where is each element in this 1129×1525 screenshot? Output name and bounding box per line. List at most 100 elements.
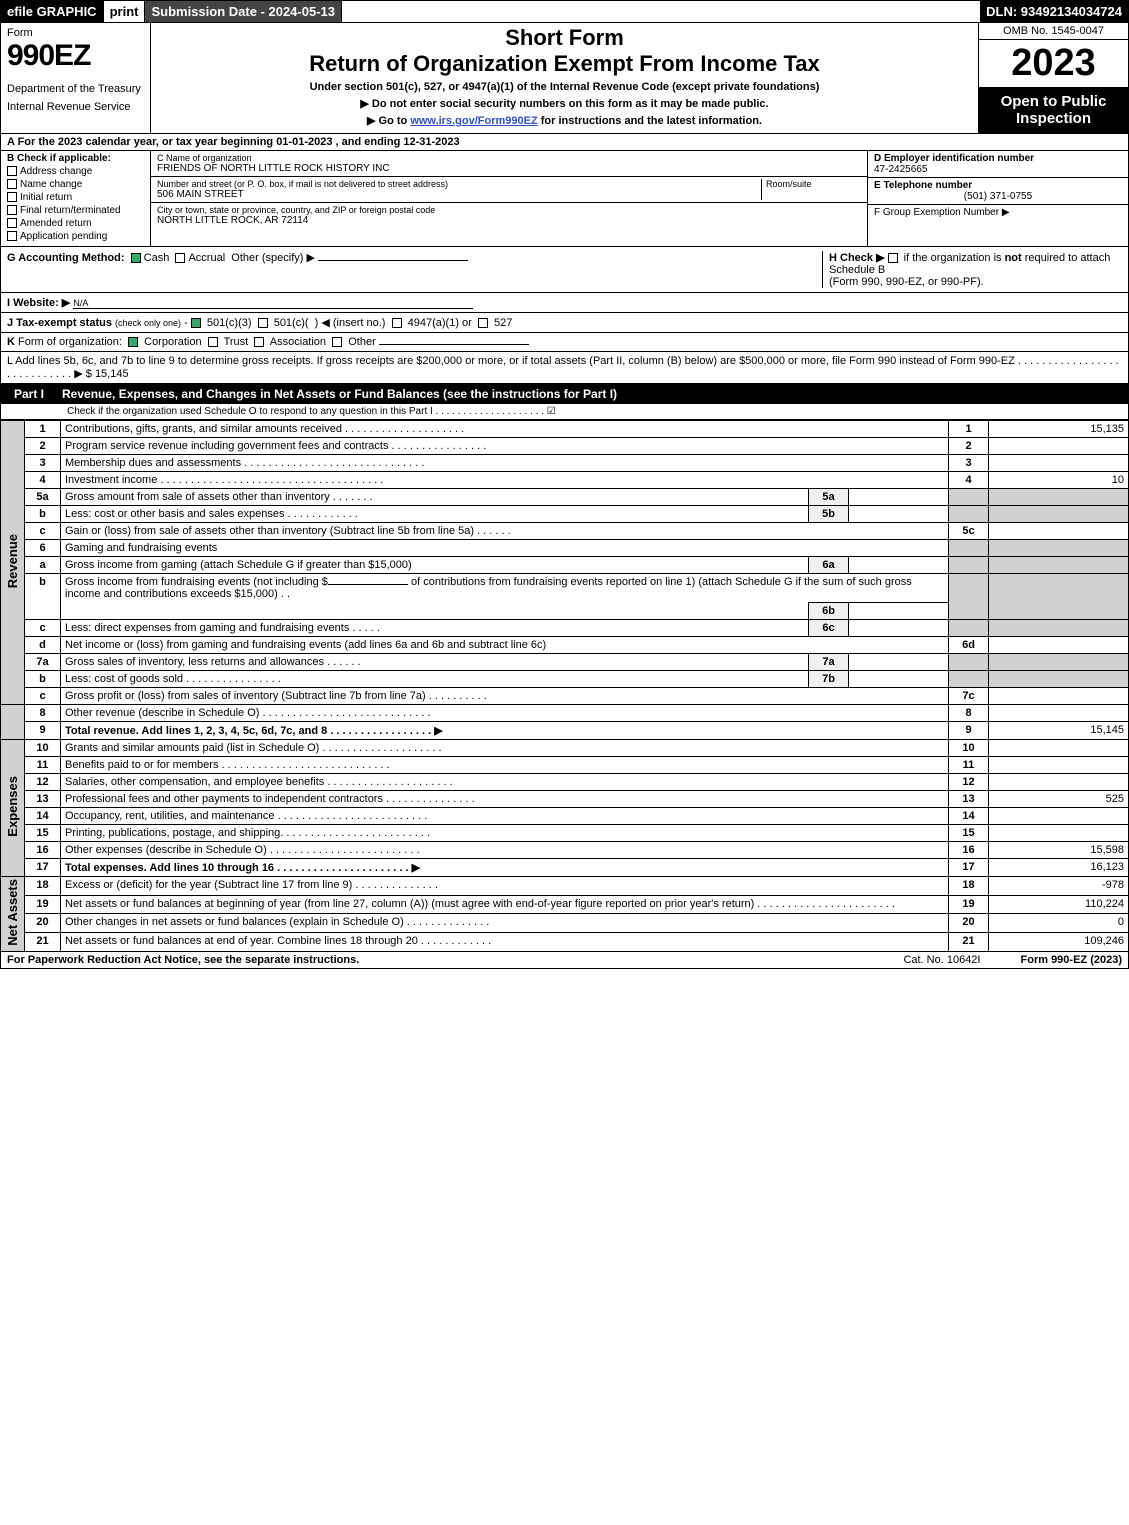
- line-num: 12: [25, 774, 61, 791]
- part-i-header: Part I Revenue, Expenses, and Changes in…: [0, 384, 1129, 404]
- line-val-shade: [989, 620, 1129, 637]
- line-ref: 19: [949, 895, 989, 914]
- schedule-b-not: not: [1005, 252, 1022, 264]
- side-label-netassets: Net Assets: [1, 877, 25, 952]
- line-desc: Gross income from gaming (attach Schedul…: [61, 557, 809, 574]
- checkbox-4947[interactable]: [392, 318, 402, 328]
- line-desc: Investment income . . . . . . . . . . . …: [61, 472, 949, 489]
- paperwork-notice: For Paperwork Reduction Act Notice, see …: [7, 954, 359, 966]
- irs-link[interactable]: www.irs.gov/Form990EZ: [410, 115, 537, 127]
- schedule-b-text1: if the organization is: [904, 252, 1005, 264]
- line-ref: 8: [949, 705, 989, 722]
- checkbox-schedule-b[interactable]: [888, 253, 898, 263]
- checkbox-501c[interactable]: [258, 318, 268, 328]
- checkbox-527[interactable]: [478, 318, 488, 328]
- line-num: 13: [25, 791, 61, 808]
- line-num: c: [25, 523, 61, 540]
- ein-label: D Employer identification number: [874, 153, 1122, 164]
- checkbox-name-change[interactable]: [7, 179, 17, 189]
- line-desc: Gross income from fundraising events (no…: [61, 574, 949, 603]
- line-ref: 2: [949, 438, 989, 455]
- checkbox-501c3[interactable]: [191, 318, 201, 328]
- line-num: b: [25, 506, 61, 523]
- line-val: [989, 523, 1129, 540]
- sub-val: [849, 654, 949, 671]
- line-num: 5a: [25, 489, 61, 506]
- line-desc: Less: cost or other basis and sales expe…: [61, 506, 809, 523]
- checkbox-final-return[interactable]: [7, 205, 17, 215]
- line-val: [989, 740, 1129, 757]
- label-other-specify: Other (specify) ▶: [231, 252, 315, 264]
- line-val: [989, 688, 1129, 705]
- line-val-shade: [989, 671, 1129, 688]
- line-val: [989, 705, 1129, 722]
- header-left: Form 990EZ Department of the Treasury In…: [1, 23, 151, 133]
- line-ref: 11: [949, 757, 989, 774]
- line-num: 14: [25, 808, 61, 825]
- print-button[interactable]: print: [104, 1, 146, 22]
- efile-graphic-button[interactable]: efile GRAPHIC: [1, 1, 104, 22]
- addr-label: Number and street (or P. O. box, if mail…: [157, 179, 761, 189]
- checkbox-application-pending[interactable]: [7, 231, 17, 241]
- line-ref: 1: [949, 421, 989, 438]
- line-num: d: [25, 637, 61, 654]
- section-c: C Name of organization FRIENDS OF NORTH …: [151, 151, 868, 246]
- checkbox-amended-return[interactable]: [7, 218, 17, 228]
- website-label: I Website: ▶: [7, 297, 70, 309]
- part-i-label: Part I: [6, 387, 52, 401]
- checkbox-corporation[interactable]: [128, 337, 138, 347]
- other-org-input[interactable]: [379, 344, 529, 345]
- line-desc: Other revenue (describe in Schedule O) .…: [61, 705, 949, 722]
- dept-treasury: Department of the Treasury: [7, 83, 144, 95]
- form-version: Form 990-EZ (2023): [1021, 954, 1123, 966]
- line-desc: Membership dues and assessments . . . . …: [61, 455, 949, 472]
- row-l-text: L Add lines 5b, 6c, and 7b to line 9 to …: [7, 355, 1119, 380]
- checkbox-initial-return[interactable]: [7, 192, 17, 202]
- line-desc: Gain or (loss) from sale of assets other…: [61, 523, 949, 540]
- line-ref: 6d: [949, 637, 989, 654]
- sub-val: [849, 671, 949, 688]
- line-val: 15,598: [989, 842, 1129, 859]
- checkbox-trust[interactable]: [208, 337, 218, 347]
- ssn-note: ▶ Do not enter social security numbers o…: [157, 97, 972, 110]
- line-desc: Program service revenue including govern…: [61, 438, 949, 455]
- side-label-expenses: Expenses: [1, 740, 25, 877]
- dept-irs: Internal Revenue Service: [7, 101, 144, 113]
- line-num: 17: [25, 859, 61, 877]
- line-ref-shade: [949, 654, 989, 671]
- sub-val: [849, 603, 949, 620]
- line-ref: 13: [949, 791, 989, 808]
- checkbox-cash[interactable]: [131, 253, 141, 263]
- line-ref: 3: [949, 455, 989, 472]
- line-num: c: [25, 620, 61, 637]
- section-h-label: H Check ▶: [829, 252, 885, 264]
- form-label: Form: [7, 27, 144, 39]
- line-desc: Gross sales of inventory, less returns a…: [61, 654, 809, 671]
- line-val: 110,224: [989, 895, 1129, 914]
- line-val: 16,123: [989, 859, 1129, 877]
- line-desc: Total revenue. Add lines 1, 2, 3, 4, 5c,…: [61, 722, 949, 740]
- form-title: Return of Organization Exempt From Incom…: [157, 51, 972, 77]
- line-val: [989, 637, 1129, 654]
- label-accrual: Accrual: [188, 252, 225, 264]
- org-name-label: C Name of organization: [157, 153, 861, 163]
- line-val-shade: [989, 506, 1129, 523]
- other-specify-input[interactable]: [318, 260, 468, 261]
- checkbox-address-change[interactable]: [7, 166, 17, 176]
- label-address-change: Address change: [20, 166, 92, 177]
- checkbox-other-org[interactable]: [332, 337, 342, 347]
- room-suite-label: Room/suite: [761, 179, 861, 200]
- part-i-table: Revenue 1 Contributions, gifts, grants, …: [0, 420, 1129, 952]
- contrib-amount-input[interactable]: [328, 584, 408, 585]
- line-val: 15,145: [989, 722, 1129, 740]
- checkbox-association[interactable]: [254, 337, 264, 347]
- omb-number: OMB No. 1545-0047: [979, 23, 1128, 40]
- line-num: 6: [25, 540, 61, 557]
- line-ref: 21: [949, 933, 989, 952]
- line-desc: Gaming and fundraising events: [61, 540, 949, 557]
- line-ref: 18: [949, 877, 989, 896]
- side-label-revenue-cont: [1, 705, 25, 740]
- sub-num: 6b: [809, 603, 849, 620]
- checkbox-accrual[interactable]: [175, 253, 185, 263]
- line-num: 7a: [25, 654, 61, 671]
